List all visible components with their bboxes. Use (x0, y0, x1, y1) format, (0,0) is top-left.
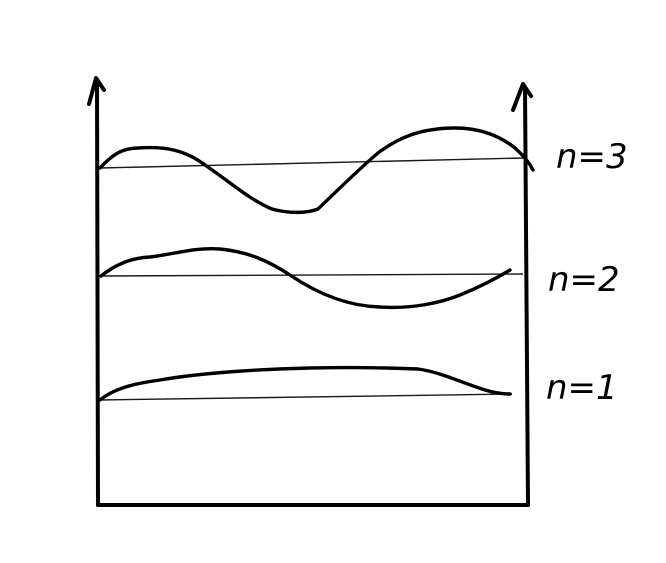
mode-n2: n=2 (99, 246, 620, 310)
right-wall-arrow-icon (511, 82, 533, 112)
well-frame (87, 76, 533, 507)
baseline-n2 (100, 273, 524, 277)
right-wall (523, 86, 530, 507)
mode-label-n2: n=2 (548, 260, 620, 300)
mode-label-n1: n=1 (546, 368, 618, 408)
mode-n3: n=3 (98, 126, 628, 215)
baseline-n1 (99, 393, 513, 401)
baseline-n3 (99, 157, 525, 169)
left-wall (95, 78, 100, 507)
wave-n1 (98, 365, 512, 402)
mode-label-n3: n=3 (556, 137, 628, 177)
left-wall-arrow-icon (87, 76, 106, 106)
mode-n1: n=1 (98, 365, 618, 408)
wave-n2 (99, 246, 512, 310)
wave-n3 (98, 126, 535, 215)
